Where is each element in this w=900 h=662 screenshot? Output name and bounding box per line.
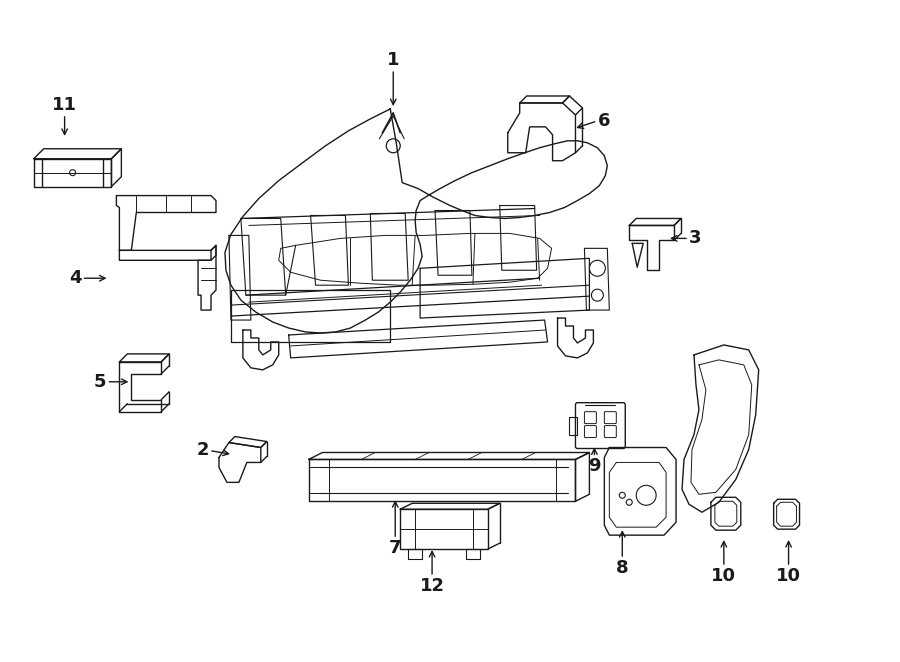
FancyBboxPatch shape: [584, 426, 597, 438]
Text: 10: 10: [711, 567, 736, 585]
Text: 12: 12: [419, 577, 445, 595]
Text: 2: 2: [196, 442, 209, 459]
Text: 5: 5: [94, 373, 106, 391]
Text: 8: 8: [616, 559, 628, 577]
FancyBboxPatch shape: [584, 412, 597, 424]
Text: 7: 7: [389, 539, 401, 557]
FancyBboxPatch shape: [604, 426, 617, 438]
Text: 1: 1: [387, 51, 400, 69]
Text: 3: 3: [689, 230, 701, 248]
Text: 10: 10: [776, 567, 801, 585]
Text: 6: 6: [598, 112, 610, 130]
Text: 4: 4: [69, 269, 82, 287]
Text: 9: 9: [588, 457, 600, 475]
FancyBboxPatch shape: [604, 412, 617, 424]
Text: 11: 11: [52, 96, 77, 114]
FancyBboxPatch shape: [575, 402, 626, 448]
